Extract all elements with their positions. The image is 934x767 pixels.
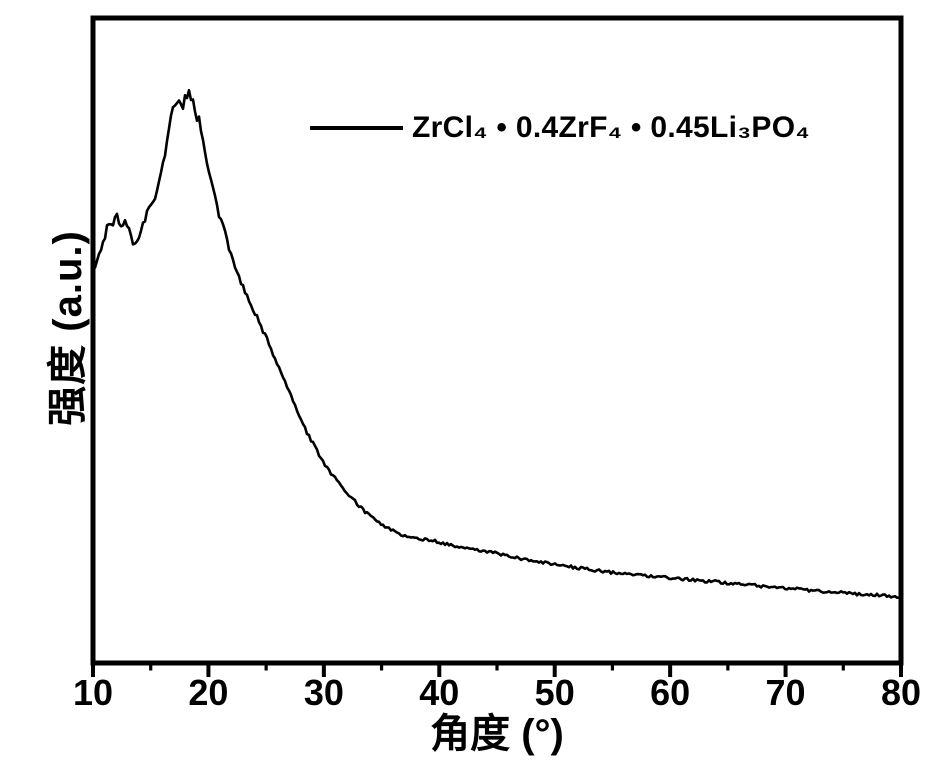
x-axis-ticks (91, 663, 903, 677)
xrd-curve (91, 88, 903, 600)
x-axis-title: 角度 (°) (430, 712, 564, 756)
legend-label: ZrCl₄ • 0.4ZrF₄ • 0.45Li₃PO₄ (412, 111, 810, 144)
legend-line-sample (310, 126, 403, 130)
y-axis-title: 强度 (a.u.) (46, 230, 90, 426)
legend: ZrCl₄ • 0.4ZrF₄ • 0.45Li₃PO₄ (310, 110, 810, 146)
